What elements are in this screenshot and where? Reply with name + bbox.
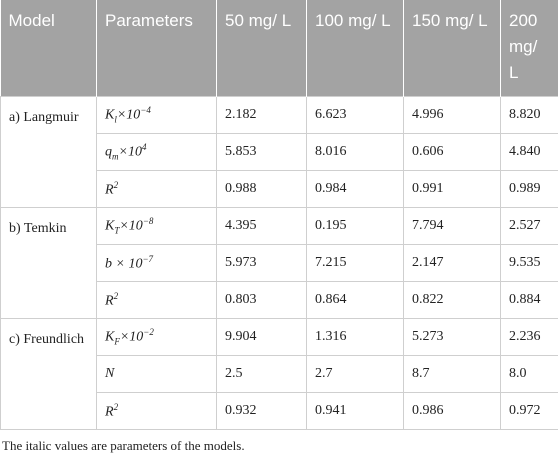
table-body: a) Langmuir Kl×10−4 2.182 6.623 4.996 8.820 qm… xyxy=(0,96,558,430)
parameter-main: b × 10 xyxy=(105,256,143,272)
value-cell: 2.7 xyxy=(306,355,404,393)
parameter-sup: −7 xyxy=(142,253,154,264)
value-cell: 0.989 xyxy=(500,170,558,208)
model-cell: a) Langmuir xyxy=(0,96,97,208)
value-cell: 8.0 xyxy=(500,355,558,393)
value-cell: 2.236 xyxy=(500,318,558,356)
parameter-sup: −8 xyxy=(142,216,154,227)
value-cell: 6.623 xyxy=(306,96,404,134)
value-cell: 5.853 xyxy=(216,133,307,171)
value-cell: 0.822 xyxy=(403,281,501,319)
value-cell: 0.991 xyxy=(403,170,501,208)
model-cell: b) Temkin xyxy=(0,207,97,319)
value-cell: 0.988 xyxy=(216,170,307,208)
value-cell: 4.996 xyxy=(403,96,501,134)
parameter-sup: 2 xyxy=(113,401,119,412)
header-cell: Parameters xyxy=(96,0,217,97)
table-row: R2 0.932 0.941 0.986 0.972 xyxy=(1,392,558,430)
value-cell: 0.941 xyxy=(306,392,404,430)
table-row: qm×104 5.853 8.016 0.606 4.840 xyxy=(1,133,558,171)
header-cell: 150 mg/ L xyxy=(403,0,501,97)
parameter-sup: 2 xyxy=(113,179,119,190)
value-cell: 8.016 xyxy=(306,133,404,171)
value-cell: 0.606 xyxy=(403,133,501,171)
parameter-sub: F xyxy=(114,336,120,347)
parameter-cell: KT×10−8 xyxy=(96,207,217,245)
parameter-main: K xyxy=(105,218,115,234)
parameter-main: R xyxy=(105,182,114,198)
value-cell: 7.215 xyxy=(306,244,404,282)
table-row: c) Freundlich KF×10−2 9.904 1.316 5.273 2.236 xyxy=(0,318,558,430)
value-cell: 9.904 xyxy=(216,318,307,356)
parameter-rest: ×10 xyxy=(116,107,141,123)
value-cell: 0.864 xyxy=(306,281,404,319)
value-cell: 0.195 xyxy=(306,207,404,245)
value-cell: 8.7 xyxy=(403,355,501,393)
value-cell: 0.984 xyxy=(306,170,404,208)
value-cell: 9.535 xyxy=(500,244,558,282)
value-cell: 4.840 xyxy=(500,133,558,171)
parameter-main: R xyxy=(105,293,114,309)
value-cell: 2.182 xyxy=(216,96,307,134)
value-cell: 0.972 xyxy=(500,392,558,430)
table-row: a) Langmuir Kl×10−4 2.182 6.623 4.996 8.820 xyxy=(0,96,558,208)
header-cell: 100 mg/ L xyxy=(306,0,404,97)
value-cell: 0.986 xyxy=(403,392,501,430)
parameter-cell: N xyxy=(96,355,217,393)
parameter-sup: 4 xyxy=(141,142,147,153)
parameter-cell: R2 xyxy=(96,281,217,319)
header-cell: Model xyxy=(0,0,97,97)
value-cell: 2.5 xyxy=(216,355,307,393)
parameter-rest: ×10 xyxy=(119,218,143,234)
value-cell: 5.973 xyxy=(216,244,307,282)
header-cell: 200 mg/ L xyxy=(500,0,558,97)
footnote: The italic values are parameters of the … xyxy=(2,438,245,453)
table-row: b) Temkin KT×10−8 4.395 0.195 7.794 2.527 xyxy=(0,207,558,319)
parameter-sub: m xyxy=(112,151,119,162)
value-cell: 2.147 xyxy=(403,244,501,282)
value-cell: 7.794 xyxy=(403,207,501,245)
value-cell: 2.527 xyxy=(500,207,558,245)
parameter-sup: 2 xyxy=(113,290,119,301)
parameter-sup: −4 xyxy=(140,105,151,116)
table-row: R2 0.988 0.984 0.991 0.989 xyxy=(1,170,558,208)
parameter-sup: −2 xyxy=(143,327,154,338)
value-cell: 1.316 xyxy=(306,318,404,356)
value-cell: 0.932 xyxy=(216,392,307,430)
parameter-rest: ×10 xyxy=(118,144,142,160)
parameter-cell: KF×10−2 xyxy=(96,318,217,356)
data-table: Model Parameters 50 mg/ L 100 mg/ L 150 mg/ … xyxy=(0,0,558,430)
header-cell: 50 mg/ L xyxy=(216,0,307,97)
parameter-cell: Kl×10−4 xyxy=(96,96,217,134)
parameter-cell: R2 xyxy=(96,392,217,430)
parameter-main: R xyxy=(105,404,114,420)
parameter-main: N xyxy=(105,366,115,381)
parameter-main: q xyxy=(105,144,112,160)
value-cell: 8.820 xyxy=(500,96,558,134)
parameter-sub: T xyxy=(114,225,120,236)
parameter-cell: b × 10−7 xyxy=(96,244,217,282)
parameter-cell: qm×104 xyxy=(96,133,217,171)
value-cell: 4.395 xyxy=(216,207,307,245)
parameter-cell: R2 xyxy=(96,170,217,208)
value-cell: 0.803 xyxy=(216,281,307,319)
header-row: Model Parameters 50 mg/ L 100 mg/ L 150 mg/ … xyxy=(0,0,558,97)
parameter-sub: l xyxy=(114,114,117,125)
value-cell: 5.273 xyxy=(403,318,501,356)
table-row: R2 0.803 0.864 0.822 0.884 xyxy=(1,281,558,319)
value-cell: 0.884 xyxy=(500,281,558,319)
parameter-rest: ×10 xyxy=(119,329,144,345)
parameter-main: K xyxy=(105,107,115,123)
table-row: b × 10−7 5.973 7.215 2.147 9.535 xyxy=(1,244,558,282)
model-cell: c) Freundlich xyxy=(0,318,97,430)
parameter-main: K xyxy=(105,329,115,345)
